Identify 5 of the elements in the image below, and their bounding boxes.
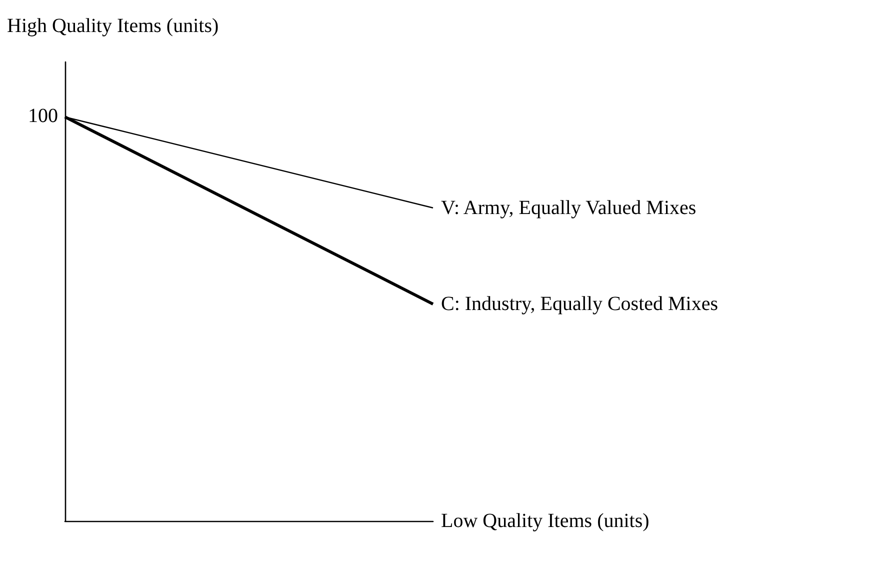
series-label: C: Industry, Equally Costed Mixes <box>441 293 718 316</box>
series-label: V: Army, Equally Valued Mixes <box>441 196 696 219</box>
x-axis-title: Low Quality Items (units) <box>441 510 650 532</box>
annotation: 100 <box>28 104 58 127</box>
y-axis-title: High Quality Items (units) <box>7 15 219 37</box>
